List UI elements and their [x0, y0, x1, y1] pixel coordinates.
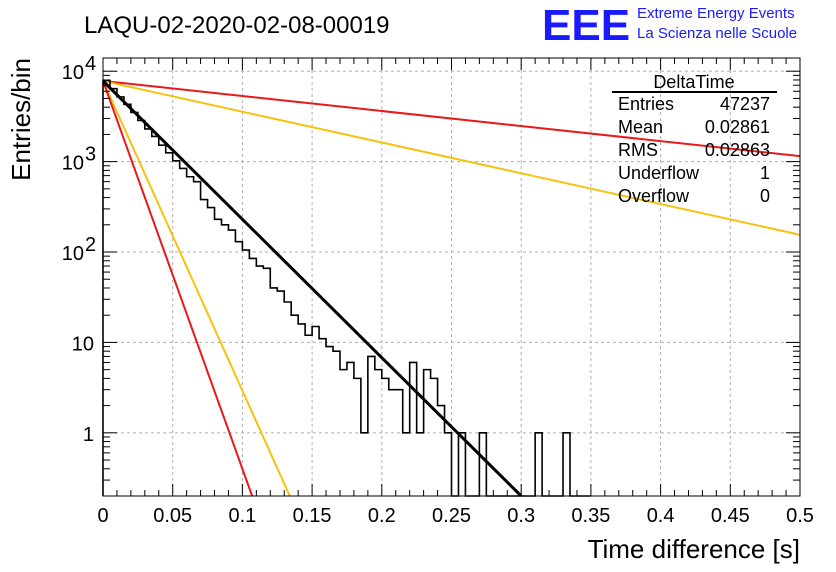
- stats-label: Mean: [618, 117, 663, 137]
- x-axis: 0 0.05 0.1 0.15 0.2 0.25 0.3 0.35 0.4 0.45 0.5: [97, 58, 814, 527]
- x-tick-label: 0.1: [228, 505, 256, 527]
- y-tick-label: 10: [62, 153, 84, 175]
- x-tick-label: 0.5: [786, 505, 814, 527]
- y-tick-label: 10: [62, 243, 84, 265]
- x-axis-title: Time difference [s]: [588, 534, 800, 564]
- y-tick-label: 10: [72, 333, 94, 355]
- stats-rows: Entries 47237 Mean 0.02861 RMS 0.02863Underfl…: [618, 94, 770, 206]
- grid: [103, 58, 800, 496]
- fit-line-2: [103, 79, 800, 158]
- x-tick-label: 0.2: [368, 505, 396, 527]
- stats-title: DeltaTime: [653, 72, 734, 92]
- stats-value: 0.02863: [705, 140, 770, 160]
- y-tick-exponent: 4: [85, 53, 96, 75]
- stats-label: Overflow: [618, 186, 690, 206]
- x-tick-label: 0.4: [647, 505, 675, 527]
- fit-line-5: [103, 80, 254, 496]
- stats-box: DeltaTime Entries 47237 Mean 0.02861 RMS 0.02…: [612, 72, 777, 206]
- stats-value: 1: [760, 163, 770, 183]
- y-tick-label: 10: [62, 62, 84, 84]
- x-tick-label: 0.45: [711, 505, 750, 527]
- stats-label: RMS: [618, 140, 658, 160]
- fit-line-3: [103, 79, 800, 236]
- logo-line2: La Scienza nelle Scuole: [637, 25, 797, 42]
- stats-label: Underflow: [618, 163, 700, 183]
- x-tick-label: 0.35: [571, 505, 610, 527]
- x-tick-label: 0.05: [153, 505, 192, 527]
- stats-label: Entries: [618, 94, 674, 114]
- fit-line-overlay: [103, 79, 523, 496]
- stats-value: 47237: [720, 94, 770, 114]
- fit-line-4: [103, 80, 291, 496]
- y-axis-title: Entries/bin: [6, 58, 36, 181]
- stats-value: 0: [760, 186, 770, 206]
- eee-logo: EEE Extreme Energy Events La Scienza nel…: [542, 1, 797, 50]
- fit-line-1: [103, 79, 523, 496]
- fit-lines: [103, 79, 800, 496]
- y-tick-exponent: 3: [85, 144, 96, 166]
- logo-mark: EEE: [542, 1, 630, 50]
- logo-line1: Extreme Energy Events: [637, 5, 795, 22]
- x-tick-label: 0.3: [507, 505, 535, 527]
- chart-title: LAQU-02-2020-02-08-00019: [84, 12, 390, 39]
- stats-value: 0.02861: [705, 117, 770, 137]
- x-tick-label: 0.15: [293, 505, 332, 527]
- x-tick-label: 0: [97, 505, 108, 527]
- y-tick-label: 1: [83, 424, 94, 446]
- y-tick-exponent: 2: [85, 234, 96, 256]
- x-tick-label: 0.25: [432, 505, 471, 527]
